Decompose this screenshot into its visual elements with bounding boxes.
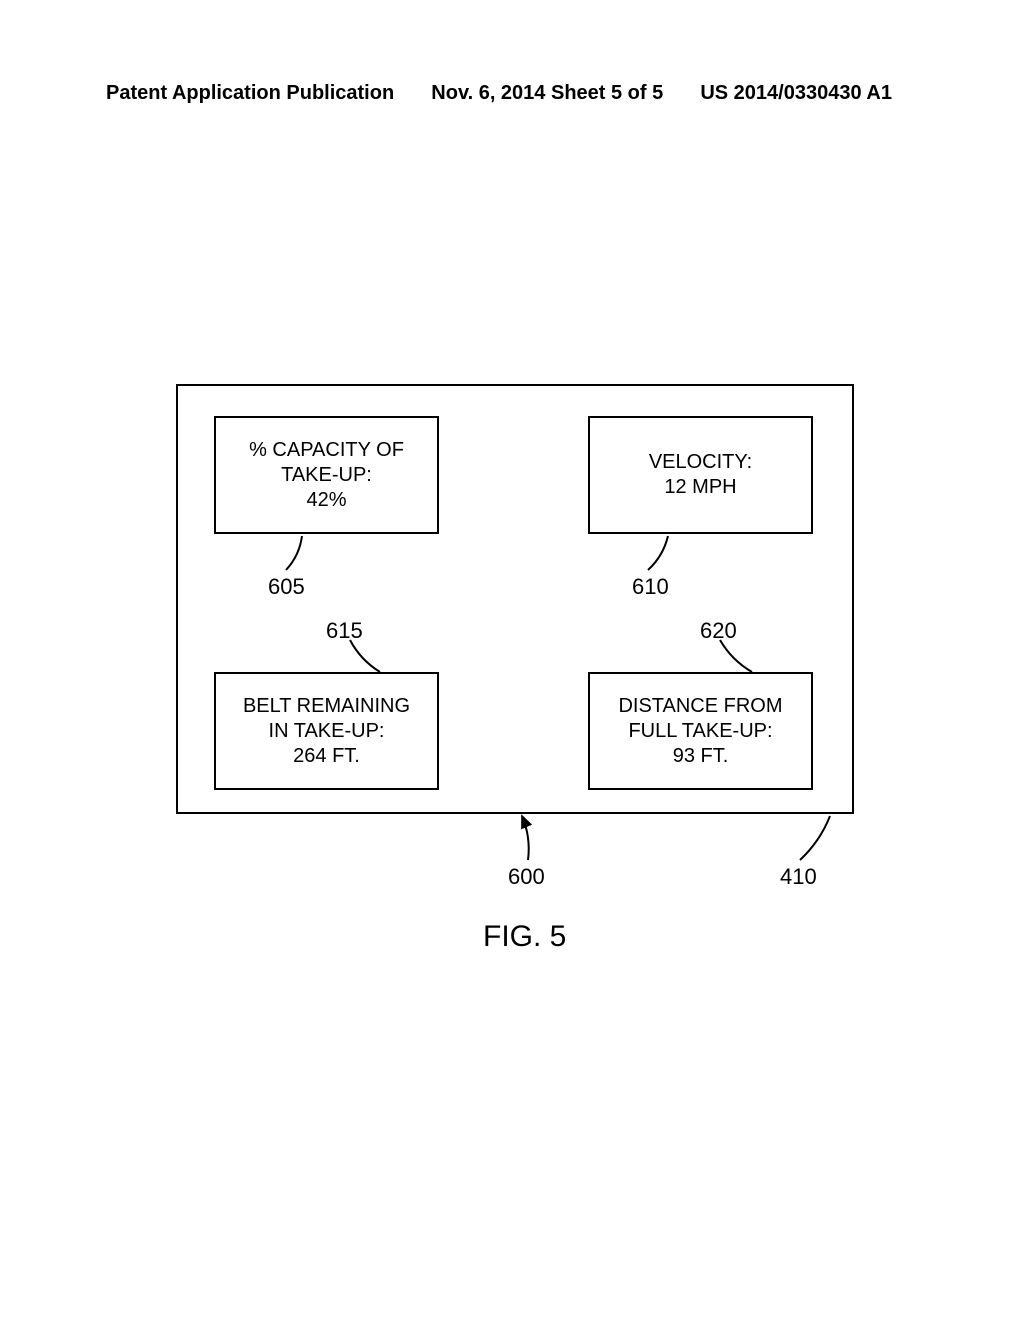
capacity-box: % CAPACITY OF TAKE-UP: 42% [214,416,439,534]
figure-label: FIG. 5 [483,920,566,954]
distance-box: DISTANCE FROM FULL TAKE-UP: 93 FT. [588,672,813,790]
header-center: Nov. 6, 2014 Sheet 5 of 5 [431,82,663,105]
capacity-line3: 42% [306,488,346,513]
callout-620: 620 [700,618,737,644]
capacity-line1: % CAPACITY OF [249,438,404,463]
callout-600: 600 [508,864,545,890]
page-header: Patent Application Publication Nov. 6, 2… [0,82,1024,105]
header-left: Patent Application Publication [106,82,394,105]
callout-410: 410 [780,864,817,890]
distance-line3: 93 FT. [673,744,729,769]
velocity-line3: 12 MPH [664,475,736,500]
belt-line2: IN TAKE-UP: [269,719,385,744]
callout-610: 610 [632,574,669,600]
velocity-line1: VELOCITY: [649,450,752,475]
belt-line3: 264 FT. [293,744,360,769]
callout-605: 605 [268,574,305,600]
capacity-line2: TAKE-UP: [281,463,372,488]
distance-line1: DISTANCE FROM [618,694,782,719]
callout-615: 615 [326,618,363,644]
velocity-box: VELOCITY: 12 MPH [588,416,813,534]
belt-remaining-box: BELT REMAINING IN TAKE-UP: 264 FT. [214,672,439,790]
belt-line1: BELT REMAINING [243,694,410,719]
header-right: US 2014/0330430 A1 [700,82,892,105]
distance-line2: FULL TAKE-UP: [628,719,772,744]
